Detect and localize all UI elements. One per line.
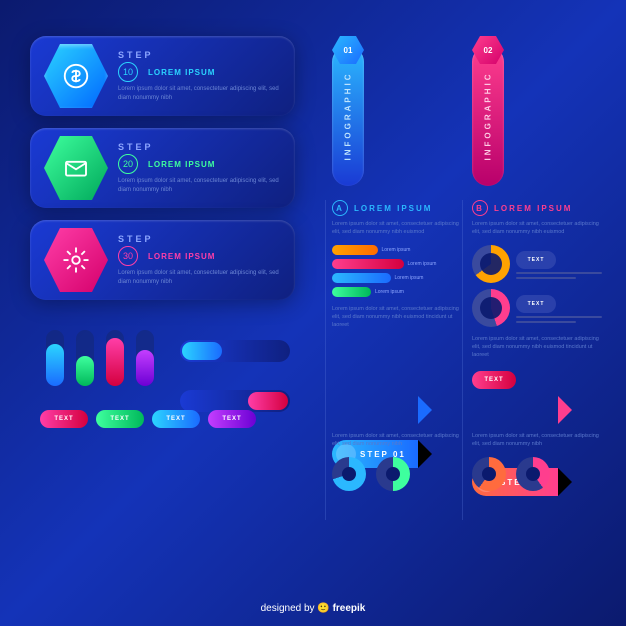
step-tile-3: STEP 30 LOREM IPSUM Lorem ipsum dolor si…: [30, 220, 295, 300]
final-panel-1: Lorem ipsum dolor sit amet, consectetuer…: [332, 432, 462, 491]
panel-id: A: [332, 200, 348, 216]
pill-track: [180, 340, 290, 362]
panel-a: A LOREM IPSUM Lorem ipsum dolor sit amet…: [332, 200, 462, 337]
step-number: 30: [118, 246, 138, 266]
panel-desc: Lorem ipsum dolor sit amet, consectetuer…: [332, 220, 462, 237]
step-label: STEP: [118, 234, 287, 244]
divider: [325, 200, 326, 520]
panel-desc-2: Lorem ipsum dolor sit amet, consectetuer…: [472, 335, 602, 360]
step-tile-1: STEP 10 LOREM IPSUM Lorem ipsum dolor si…: [30, 36, 295, 116]
donut-row: TEXT: [472, 289, 602, 327]
step-desc: Lorem ipsum dolor sit amet, consectetuer…: [118, 85, 287, 102]
vertical-column-1: 01 INFOGRAPHIC: [332, 46, 364, 186]
step-number: 20: [118, 154, 138, 174]
step-tile-2: STEP 20 LOREM IPSUM Lorem ipsum dolor si…: [30, 128, 295, 208]
divider: [462, 200, 463, 520]
panel-b: B LOREM IPSUM Lorem ipsum dolor sit amet…: [472, 200, 602, 389]
gear-icon: [44, 228, 108, 292]
hex-badge: 01: [332, 36, 364, 64]
step-desc: Lorem ipsum dolor sit amet, consectetuer…: [118, 177, 287, 194]
vertical-bar-chart: [46, 330, 154, 386]
final-panel-2: Lorem ipsum dolor sit amet, consectetuer…: [472, 432, 602, 491]
vertical-column-2: 02 INFOGRAPHIC: [472, 46, 504, 186]
pill-track: [180, 390, 290, 412]
mini-donut: [472, 457, 506, 491]
step-heading: LOREM IPSUM: [148, 252, 215, 261]
mail-icon: [44, 136, 108, 200]
bar-group: Lorem ipsum Lorem ipsum Lorem ipsum Lore…: [332, 245, 462, 297]
panel-desc-2: Lorem ipsum dolor sit amet, consectetuer…: [332, 305, 462, 330]
step-label: STEP: [118, 50, 287, 60]
step-desc: Lorem ipsum dolor sit amet, consectetuer…: [118, 269, 287, 286]
step-heading: LOREM IPSUM: [148, 68, 215, 77]
tag-pill: TEXT: [472, 371, 516, 389]
column-label: INFOGRAPHIC: [344, 72, 353, 161]
mini-donut: [516, 457, 550, 491]
panel-heading: LOREM IPSUM: [354, 204, 432, 213]
step-heading: LOREM IPSUM: [148, 160, 215, 169]
column-label: INFOGRAPHIC: [484, 72, 493, 161]
mini-donut: [376, 457, 410, 491]
pill-row: TEXT TEXT TEXT TEXT: [40, 410, 256, 428]
panel-id: B: [472, 200, 488, 216]
mini-donut: [332, 457, 366, 491]
hex-badge: 02: [472, 36, 504, 64]
panel-desc: Lorem ipsum dolor sit amet, consectetuer…: [472, 220, 602, 237]
step-label: STEP: [118, 142, 287, 152]
dollar-icon: [44, 44, 108, 108]
panel-heading: LOREM IPSUM: [494, 204, 572, 213]
donut-row: TEXT: [472, 245, 602, 283]
step-number: 10: [118, 62, 138, 82]
attribution: designed by 🙂 freepik: [0, 603, 626, 614]
